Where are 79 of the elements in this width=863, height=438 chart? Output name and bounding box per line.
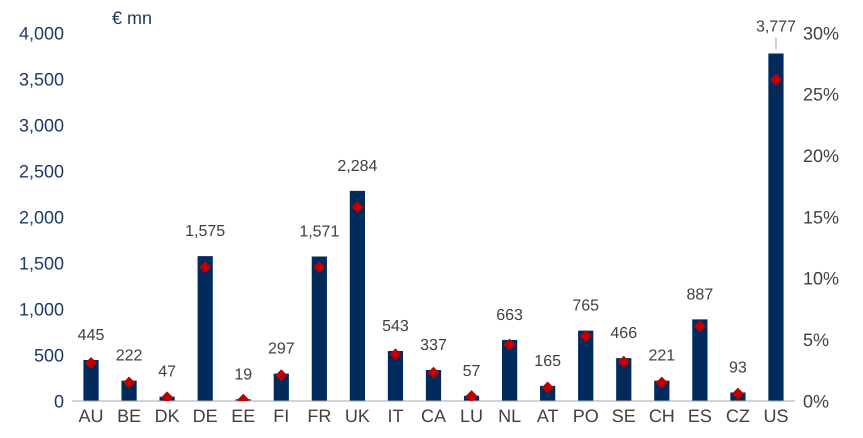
x-tick-label: US (763, 406, 788, 426)
x-tick-label: AU (78, 406, 104, 426)
point (389, 348, 402, 360)
x-tick-label: BE (117, 406, 142, 426)
bar (692, 319, 708, 401)
data-label: 297 (268, 340, 295, 358)
y2-tick-label: 10% (803, 268, 840, 289)
data-label: 221 (648, 348, 676, 365)
point (694, 320, 706, 332)
data-label: 165 (534, 352, 562, 370)
data-label: 1,571 (299, 223, 340, 240)
y2-tick-label: 0% (803, 391, 830, 412)
x-tick-label: SE (612, 406, 636, 426)
y-axis-title: € mn (112, 8, 152, 29)
data-label: 2,284 (337, 158, 378, 175)
point (542, 382, 554, 394)
x-tick-label: LU (460, 406, 484, 426)
data-label: 47 (158, 364, 176, 381)
x-tick-label: DE (192, 406, 218, 426)
data-label: 57 (462, 362, 481, 380)
y2-tick-label: 25% (803, 84, 840, 105)
point (275, 369, 288, 382)
data-label: 93 (729, 359, 747, 376)
point (618, 356, 630, 368)
x-tick-label: CA (420, 406, 446, 426)
point (466, 390, 478, 401)
point (504, 338, 516, 351)
point (732, 388, 744, 400)
y-tick-label: 1,000 (18, 299, 64, 320)
y-tick-label: 3,500 (18, 69, 64, 90)
y-tick-label: 2,500 (18, 161, 64, 182)
y2-tick-label: 30% (803, 23, 840, 44)
point (428, 366, 440, 379)
bar (312, 256, 327, 401)
data-label: 445 (78, 327, 104, 344)
data-label: 19 (234, 366, 252, 384)
x-tick-label: PO (572, 406, 599, 426)
x-tick-label: FR (307, 406, 332, 426)
x-tick-label: ES (688, 406, 712, 426)
data-label: 765 (572, 298, 600, 315)
data-label: 663 (496, 307, 524, 324)
y2-tick-label: 20% (803, 146, 840, 166)
x-tick-label: FI (273, 406, 290, 426)
data-label: 222 (116, 348, 143, 365)
bar (502, 340, 518, 401)
x-tick-label: EE (231, 406, 256, 426)
y-tick-label: 1,500 (18, 253, 64, 274)
data-label: 543 (382, 318, 409, 336)
data-label: 466 (610, 325, 638, 342)
point (313, 261, 326, 274)
bar (350, 190, 366, 401)
y-tick-label: 2,000 (18, 207, 64, 228)
x-tick-label: CH (648, 406, 675, 426)
data-label: 337 (420, 336, 447, 354)
y-tick-label: 4,000 (18, 23, 64, 44)
point (351, 201, 364, 214)
x-tick-label: UK (344, 406, 370, 426)
x-tick-label: AT (536, 406, 558, 426)
y2-tick-label: 15% (803, 207, 840, 228)
x-tick-label: CZ (726, 406, 750, 426)
point (580, 330, 592, 342)
point (85, 356, 98, 369)
x-tick-label: IT (387, 406, 404, 426)
x-tick-label: NL (498, 406, 522, 426)
y2-tick-label: 5% (803, 330, 830, 350)
x-tick-label: DK (154, 406, 180, 426)
y-tick-label: 3,000 (18, 115, 64, 136)
data-label: 887 (686, 286, 714, 304)
point (656, 376, 668, 389)
y-tick-label: 500 (34, 345, 64, 366)
bar (198, 256, 213, 401)
y-tick-label: 0 (54, 391, 64, 412)
point (770, 74, 782, 86)
bar (768, 54, 784, 401)
point (123, 376, 136, 389)
bar (578, 330, 594, 401)
data-label: 3,777 (756, 18, 796, 36)
data-label: 1,575 (185, 223, 226, 240)
point (199, 261, 212, 274)
